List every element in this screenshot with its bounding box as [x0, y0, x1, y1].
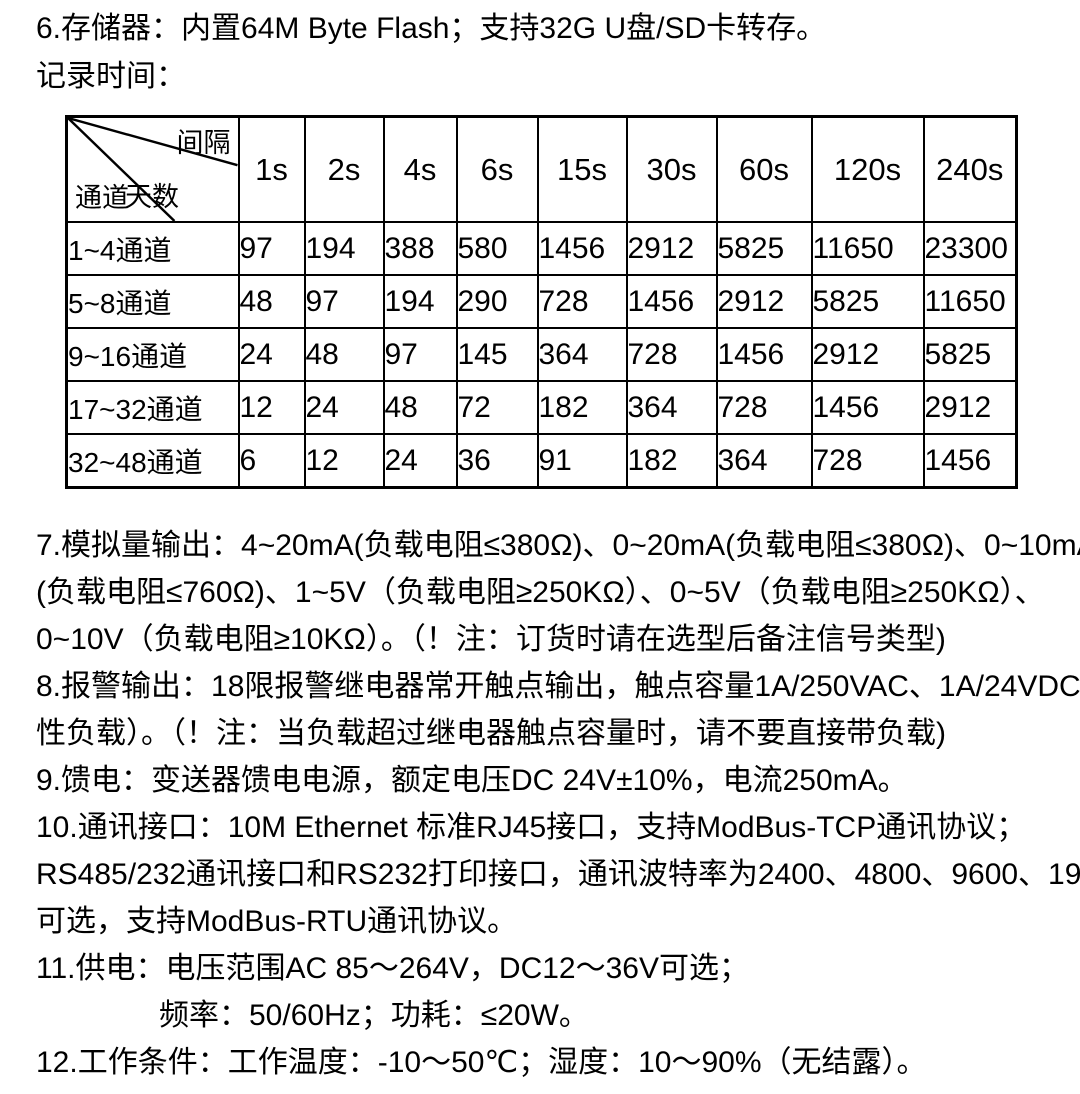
days-cell: 48 — [382, 380, 458, 435]
days-cell: 24 — [237, 327, 306, 382]
days-cell: 12 — [303, 433, 385, 489]
table-row: 17~32通道 12 24 48 72 182 364 728 1456 291… — [65, 380, 1018, 435]
spec-paragraphs: 7.模拟量输出：4~20mA(负载电阻≤380Ω)、0~20mA(负载电阻≤38… — [36, 522, 1080, 1086]
channel-row-header: 32~48通道 — [65, 433, 240, 489]
days-cell: 580 — [455, 221, 539, 276]
days-cell: 97 — [382, 327, 458, 382]
interval-header: 240s — [922, 115, 1018, 223]
days-cell: 6 — [237, 433, 306, 489]
spec-line-feed-power: 9.馈电：变送器馈电电源，额定电压DC 24V±10%，电流250mA。 — [36, 764, 908, 797]
spec-line-analog-output-2: (负载电阻≤760Ω)、1~5V（负载电阻≥250KΩ）、0~5V（负载电阻≥2… — [36, 576, 1045, 609]
channel-row-header: 5~8通道 — [65, 274, 240, 329]
table-header-row: 间隔 天数 通道 1s 2s 4s 6s 15s 30s 60s 120s 24… — [65, 115, 1018, 223]
spec-line-alarm-output: 8.报警输出：18限报警继电器常开触点输出，触点容量1A/250VAC、1A/2… — [36, 670, 1080, 703]
record-time-label: 记录时间： — [36, 60, 186, 93]
days-cell: 364 — [715, 433, 813, 489]
days-cell: 364 — [625, 380, 718, 435]
days-cell: 1456 — [922, 433, 1018, 489]
days-cell: 24 — [303, 380, 385, 435]
days-cell: 194 — [382, 274, 458, 329]
days-cell: 290 — [455, 274, 539, 329]
days-cell: 5825 — [715, 221, 813, 276]
interval-header: 4s — [382, 115, 458, 223]
corner-interval-label: 间隔 — [176, 128, 231, 158]
spec-line-comm-interface-3: 可选，支持ModBus-RTU通讯协议。 — [36, 905, 518, 938]
days-cell: 1456 — [715, 327, 813, 382]
days-cell: 2912 — [810, 327, 925, 382]
interval-header: 2s — [303, 115, 385, 223]
table-row: 9~16通道 24 48 97 145 364 728 1456 2912 58… — [65, 327, 1018, 382]
days-cell: 2912 — [715, 274, 813, 329]
spec-line-comm-interface-2: RS485/232通讯接口和RS232打印接口，通讯波特率为2400、4800、… — [36, 858, 1080, 891]
channel-row-header: 17~32通道 — [65, 380, 240, 435]
spec-line-working-conditions: 12.工作条件：工作温度：-10～50℃；湿度：10～90%（无结露）。 — [36, 1046, 927, 1079]
days-cell: 1456 — [810, 380, 925, 435]
days-cell: 48 — [237, 274, 306, 329]
days-cell: 388 — [382, 221, 458, 276]
table-row: 32~48通道 6 12 24 36 91 182 364 728 1456 — [65, 433, 1018, 489]
days-cell: 97 — [237, 221, 306, 276]
days-cell: 194 — [303, 221, 385, 276]
days-cell: 145 — [455, 327, 539, 382]
days-cell: 182 — [536, 380, 628, 435]
days-cell: 91 — [536, 433, 628, 489]
spec-line-alarm-output-2: 性负载）。（！注：当负载超过继电器触点容量时，请不要直接带负载) — [36, 717, 946, 750]
corner-days-label: 天数 — [125, 182, 179, 212]
days-cell: 11650 — [810, 221, 925, 276]
days-cell: 728 — [715, 380, 813, 435]
diagonal-divider-lines — [68, 118, 238, 221]
channel-row-header: 9~16通道 — [65, 327, 240, 382]
days-cell: 97 — [303, 274, 385, 329]
table-row: 5~8通道 48 97 194 290 728 1456 2912 5825 1… — [65, 274, 1018, 329]
days-cell: 2912 — [922, 380, 1018, 435]
corner-channel-label: 通道 — [75, 183, 129, 213]
interval-header: 30s — [625, 115, 718, 223]
spec-line-comm-interface: 10.通讯接口：10M Ethernet 标准RJ45接口，支持ModBus-T… — [36, 811, 1027, 844]
days-cell: 1456 — [536, 221, 628, 276]
days-cell: 364 — [536, 327, 628, 382]
interval-header: 1s — [237, 115, 306, 223]
days-cell: 182 — [625, 433, 718, 489]
days-cell: 11650 — [922, 274, 1018, 329]
days-cell: 23300 — [922, 221, 1018, 276]
spec-line-power-supply-2: 频率：50/60Hz；功耗：≤20W。 — [159, 999, 589, 1032]
spec-line-analog-output-3: 0~10V（负载电阻≥10KΩ）。（！注：订货时请在选型后备注信号类型) — [36, 623, 946, 656]
days-cell: 5825 — [810, 274, 925, 329]
storage-spec-line: 6.存储器：内置64M Byte Flash；支持32G U盘/SD卡转存。 — [36, 12, 827, 45]
spec-line-analog-output: 7.模拟量输出：4~20mA(负载电阻≤380Ω)、0~20mA(负载电阻≤38… — [36, 529, 1080, 562]
table-row: 1~4通道 97 194 388 580 1456 2912 5825 1165… — [65, 221, 1018, 276]
interval-header: 15s — [536, 115, 628, 223]
interval-header: 120s — [810, 115, 925, 223]
days-cell: 48 — [303, 327, 385, 382]
days-cell: 2912 — [625, 221, 718, 276]
days-cell: 12 — [237, 380, 306, 435]
days-cell: 728 — [536, 274, 628, 329]
days-cell: 5825 — [922, 327, 1018, 382]
channel-row-header: 1~4通道 — [65, 221, 240, 276]
days-cell: 36 — [455, 433, 539, 489]
days-cell: 72 — [455, 380, 539, 435]
spec-line-power-supply: 11.供电：电压范围AC 85～264V，DC12～36V可选； — [36, 952, 749, 985]
days-cell: 728 — [810, 433, 925, 489]
corner-cell: 间隔 天数 通道 — [65, 115, 240, 223]
days-cell: 728 — [625, 327, 718, 382]
days-cell: 1456 — [625, 274, 718, 329]
record-time-table: 间隔 天数 通道 1s 2s 4s 6s 15s 30s 60s 120s 24… — [65, 115, 1018, 489]
days-cell: 24 — [382, 433, 458, 489]
interval-header: 6s — [455, 115, 539, 223]
interval-header: 60s — [715, 115, 813, 223]
